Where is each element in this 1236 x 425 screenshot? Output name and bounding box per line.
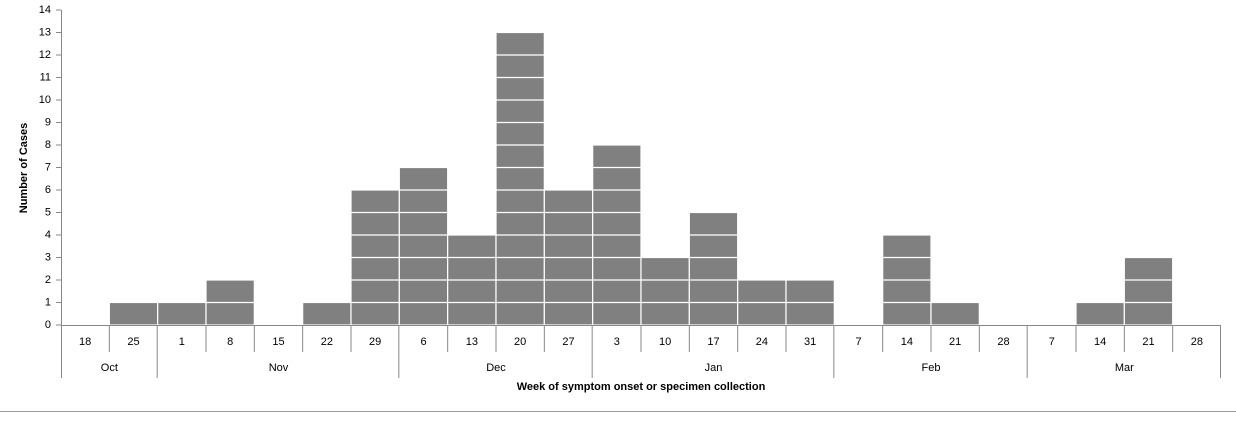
y-tick-label: 13 xyxy=(39,26,51,38)
x-tick-label: 27 xyxy=(562,336,574,348)
y-tick-label: 7 xyxy=(45,161,51,173)
month-label: Nov xyxy=(269,362,289,374)
x-tick-label: 3 xyxy=(614,336,620,348)
month-label: Jan xyxy=(705,362,723,374)
x-tick-label: 28 xyxy=(997,336,1009,348)
bar xyxy=(641,257,690,325)
x-tick-label: 25 xyxy=(127,336,139,348)
x-tick-label: 1 xyxy=(179,336,185,348)
y-tick-label: 4 xyxy=(45,229,51,241)
x-tick-label: 21 xyxy=(949,336,961,348)
x-tick-label: 24 xyxy=(756,336,768,348)
bar xyxy=(302,302,351,325)
x-tick-label: 29 xyxy=(369,336,381,348)
x-tick-label: 31 xyxy=(804,336,816,348)
bar xyxy=(109,302,158,325)
bar xyxy=(1124,257,1173,325)
bar xyxy=(157,302,206,325)
y-tick-label: 12 xyxy=(39,49,51,61)
month-label: Oct xyxy=(101,362,118,374)
x-tick-label: 13 xyxy=(466,336,478,348)
x-tick-label: 8 xyxy=(227,336,233,348)
month-label: Mar xyxy=(1115,362,1134,374)
x-tick-label: 17 xyxy=(707,336,719,348)
y-tick-label: 8 xyxy=(45,139,51,151)
y-tick-label: 1 xyxy=(45,296,51,308)
bar xyxy=(689,212,738,325)
y-tick-label: 6 xyxy=(45,184,51,196)
bar xyxy=(496,32,545,325)
y-tick-label: 3 xyxy=(45,251,51,263)
x-tick-label: 15 xyxy=(272,336,284,348)
bar xyxy=(1076,302,1125,325)
x-tick-label: 22 xyxy=(321,336,333,348)
x-tick-label: 14 xyxy=(1094,336,1106,348)
x-tick-label: 28 xyxy=(1191,336,1203,348)
bar xyxy=(931,302,980,325)
x-tick-label: 10 xyxy=(659,336,671,348)
x-tick-label: 20 xyxy=(514,336,526,348)
y-axis-title: Number of Cases xyxy=(18,123,30,213)
y-tick-label: 2 xyxy=(45,274,51,286)
month-label: Dec xyxy=(486,362,506,374)
x-tick-label: 18 xyxy=(79,336,91,348)
month-label: Feb xyxy=(922,362,941,374)
x-tick-label: 7 xyxy=(1049,336,1055,348)
y-tick-label: 5 xyxy=(45,206,51,218)
y-tick-label: 0 xyxy=(45,319,51,331)
x-tick-label: 7 xyxy=(855,336,861,348)
y-tick-label: 11 xyxy=(40,71,51,83)
x-tick-label: 14 xyxy=(901,336,913,348)
x-axis-title: Week of symptom onset or specimen collec… xyxy=(517,381,766,393)
y-tick-label: 14 xyxy=(39,4,51,16)
x-tick-label: 6 xyxy=(420,336,426,348)
bar xyxy=(399,167,448,325)
y-tick-label: 9 xyxy=(45,116,51,128)
x-tick-label: 21 xyxy=(1142,336,1154,348)
y-tick-label: 10 xyxy=(39,94,51,106)
